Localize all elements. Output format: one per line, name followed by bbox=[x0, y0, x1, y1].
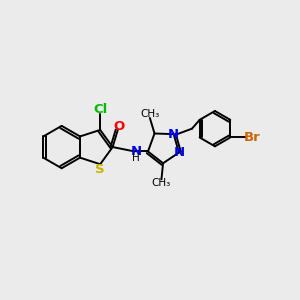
Text: N: N bbox=[130, 145, 142, 158]
Text: Br: Br bbox=[243, 131, 260, 144]
Text: O: O bbox=[114, 119, 125, 133]
Text: S: S bbox=[95, 163, 105, 176]
Text: Cl: Cl bbox=[93, 103, 107, 116]
Text: H: H bbox=[132, 153, 140, 163]
Text: N: N bbox=[168, 128, 179, 141]
Text: CH₃: CH₃ bbox=[140, 109, 160, 119]
Text: CH₃: CH₃ bbox=[152, 178, 171, 188]
Text: N: N bbox=[173, 146, 184, 159]
